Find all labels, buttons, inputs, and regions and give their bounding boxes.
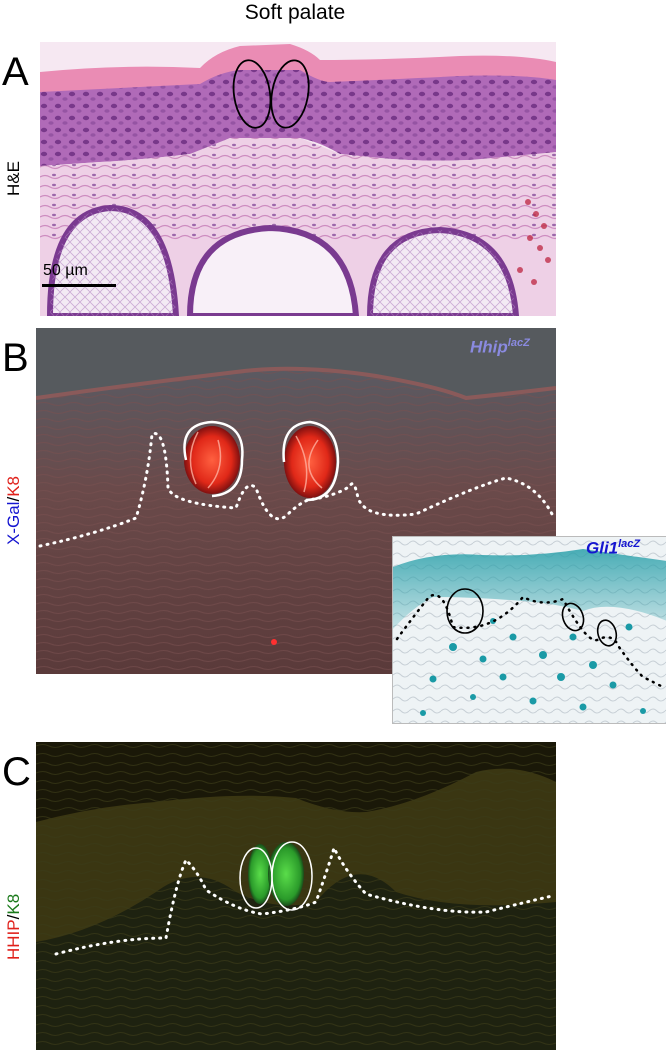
panel-a-scale-bar-label: 50 µm xyxy=(43,262,88,279)
panel-a-he-image xyxy=(40,42,556,316)
panel-c-immunofluorescence-image xyxy=(36,742,556,1050)
panel-b-gli1-inset-image xyxy=(392,536,666,724)
figure-title: Soft palate xyxy=(244,1,346,24)
panel-c-stain-sep: / xyxy=(4,914,23,920)
panel-b-genotype-hhip: HhiplacZ xyxy=(470,337,530,358)
panel-b-stain-sep: / xyxy=(4,496,23,502)
panel-b-genotype-gli1: Gli1lacZ xyxy=(586,538,640,559)
panel-a-letter: A xyxy=(2,50,29,94)
panel-c-letter: C xyxy=(2,750,31,794)
gli1-text: Gli1 xyxy=(586,538,619,558)
panel-c-stain-hhip: HHIP xyxy=(4,919,23,960)
panel-b-letter: B xyxy=(2,336,29,380)
gli1-sup: lacZ xyxy=(618,538,641,550)
hhip-text: Hhip xyxy=(470,337,508,357)
hhip-sup: lacZ xyxy=(507,337,530,349)
panel-c-stain-k8: K8 xyxy=(4,893,23,915)
panel-b-stain-k8: K8 xyxy=(4,476,23,497)
panel-b-stain-xgal: X-Gal xyxy=(4,501,23,545)
panel-c-stain-label: HHIP/K8 xyxy=(4,894,24,960)
panel-a-stain-label: H&E xyxy=(4,161,23,196)
panel-b-stain-label: X-Gal/K8 xyxy=(4,476,24,545)
